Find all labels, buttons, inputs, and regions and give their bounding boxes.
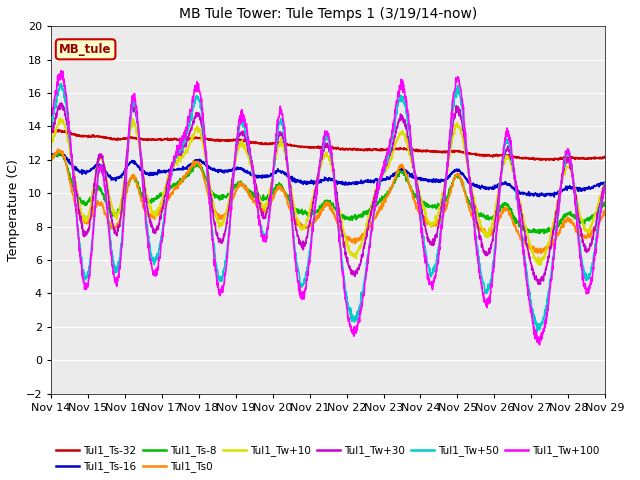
Text: MB_tule: MB_tule bbox=[60, 43, 112, 56]
Legend: Tul1_Ts-32, Tul1_Ts-16, Tul1_Ts-8, Tul1_Ts0, Tul1_Tw+10, Tul1_Tw+30, Tul1_Tw+50,: Tul1_Ts-32, Tul1_Ts-16, Tul1_Ts-8, Tul1_… bbox=[52, 441, 604, 477]
Title: MB Tule Tower: Tule Temps 1 (3/19/14-now): MB Tule Tower: Tule Temps 1 (3/19/14-now… bbox=[179, 7, 477, 21]
Y-axis label: Temperature (C): Temperature (C) bbox=[7, 159, 20, 261]
